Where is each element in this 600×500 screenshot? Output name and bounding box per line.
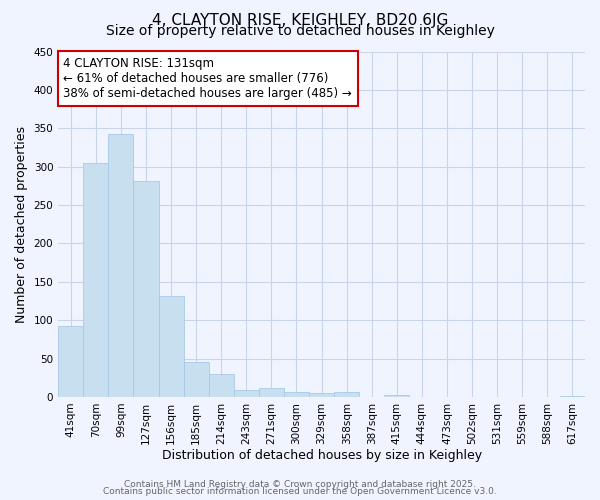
Bar: [334, 392, 359, 397]
Text: Size of property relative to detached houses in Keighley: Size of property relative to detached ho…: [106, 24, 494, 38]
Bar: [309, 393, 334, 397]
Bar: [234, 390, 259, 397]
Bar: [133, 181, 158, 397]
Bar: [209, 374, 234, 397]
Y-axis label: Number of detached properties: Number of detached properties: [15, 126, 28, 322]
Text: 4 CLAYTON RISE: 131sqm
← 61% of detached houses are smaller (776)
38% of semi-de: 4 CLAYTON RISE: 131sqm ← 61% of detached…: [64, 56, 352, 100]
Text: Contains HM Land Registry data © Crown copyright and database right 2025.: Contains HM Land Registry data © Crown c…: [124, 480, 476, 489]
Bar: [184, 362, 209, 397]
Bar: [385, 396, 409, 397]
Text: Contains public sector information licensed under the Open Government Licence v3: Contains public sector information licen…: [103, 487, 497, 496]
Text: 4, CLAYTON RISE, KEIGHLEY, BD20 6JG: 4, CLAYTON RISE, KEIGHLEY, BD20 6JG: [152, 12, 448, 28]
Bar: [83, 163, 109, 397]
Bar: [158, 296, 184, 397]
Bar: [560, 396, 585, 397]
Bar: [109, 134, 133, 397]
Bar: [259, 388, 284, 397]
Bar: [284, 392, 309, 397]
Bar: [58, 326, 83, 397]
X-axis label: Distribution of detached houses by size in Keighley: Distribution of detached houses by size …: [161, 450, 482, 462]
